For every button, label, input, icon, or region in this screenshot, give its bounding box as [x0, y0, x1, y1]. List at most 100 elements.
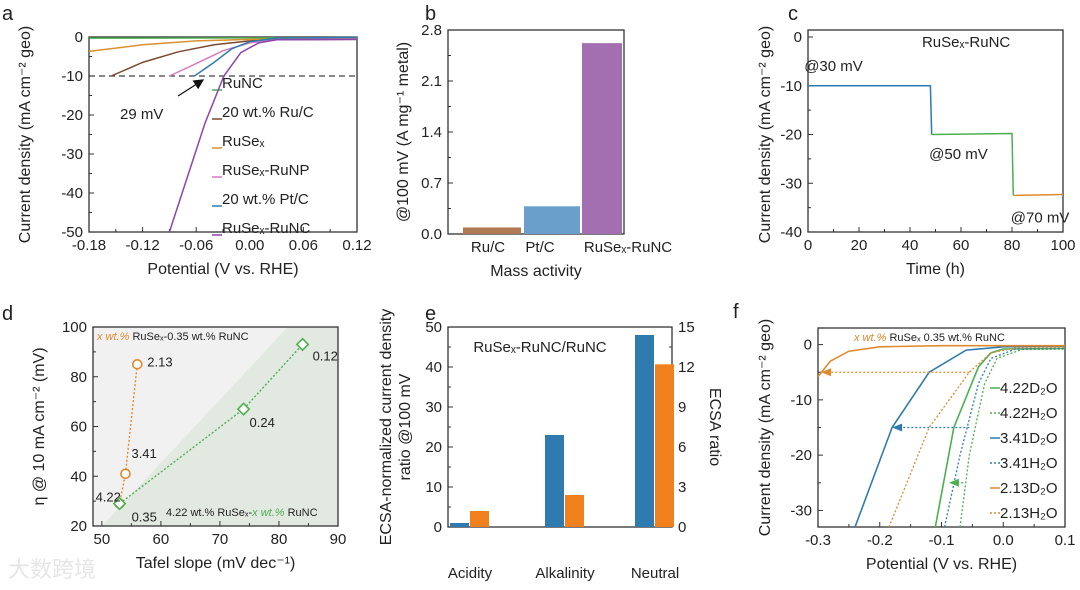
y-axis-label: Current density (mA cm⁻² geo)	[17, 26, 34, 243]
legend-label: 2.13D₂O	[1000, 480, 1058, 497]
y-tick-label: 0.0	[421, 226, 442, 243]
x-category-label: Neutral	[631, 565, 679, 582]
y-tick-label: -20	[790, 447, 812, 464]
y-tick-label: 0	[75, 29, 83, 46]
point-label: 0.35	[132, 510, 157, 525]
step-annotation: @70 mV	[1011, 209, 1070, 226]
legend-label: RuSeₓ-RuNP	[222, 162, 309, 179]
x-tick-label: 60	[153, 531, 170, 548]
legend-label: 3.41H₂O	[1000, 455, 1058, 472]
x-tick-label: 0.1	[1055, 532, 1076, 549]
y2-tick-label: 0	[678, 519, 686, 536]
x-tick-label: Ru/C	[471, 239, 505, 256]
y2-tick-label: 9	[678, 399, 686, 416]
chart-e	[448, 327, 674, 527]
annotation-29mv: 29 mV	[120, 106, 163, 123]
legend-bottom-b: x wt.%	[251, 507, 287, 519]
y2-axis-label: ECSA ratio	[706, 388, 723, 466]
x-axis-label: Mass activity	[490, 263, 582, 280]
y-tick-label: 2.1	[421, 73, 442, 90]
panel-label-d: d	[2, 303, 13, 325]
y-tick-label: -10	[780, 78, 802, 95]
chart-d	[93, 327, 338, 526]
x-axis-label: Tafel slope (mV dec⁻¹)	[136, 555, 296, 572]
x-tick-label: 60	[953, 237, 970, 254]
y-axis-label: Current density (mA cm⁻² geo)	[757, 26, 774, 243]
series-line	[1013, 194, 1063, 195]
x-tick-label: 0.00	[235, 237, 264, 254]
y-tick-label: 20	[425, 439, 442, 456]
x-tick-label: -0.2	[867, 532, 893, 549]
legend-label: RuSeₓ-RuNC	[222, 220, 310, 237]
x-tick-label: 20	[851, 237, 868, 254]
legend-bottom-c: RuNC	[288, 507, 318, 519]
y-tick-label: 0.7	[421, 175, 442, 192]
x-tick-label: 70	[212, 531, 229, 548]
bar	[463, 227, 521, 234]
legend-label: 3.41D₂O	[1000, 430, 1058, 447]
point-label: 2.13	[147, 354, 172, 369]
x-tick-label: Pt/C	[525, 239, 554, 256]
point-label: 4.22	[96, 490, 121, 505]
legend-top-rest: RuSeₓ-0.35 wt.% RuNC	[132, 331, 248, 343]
x-tick-label: 40	[902, 237, 919, 254]
y2-tick-label: 15	[678, 319, 695, 336]
y-tick-label: 2.8	[421, 22, 442, 39]
x-tick-label: -0.06	[179, 237, 213, 254]
legend-top: x wt.% RuSeₓ-0.35 wt.% RuNC	[96, 331, 249, 343]
arrow-annotation	[178, 80, 203, 96]
x-axis-label: Potential (V vs. RHE)	[147, 261, 298, 278]
y-tick-label: 30	[425, 399, 442, 416]
shift-arrow-head	[821, 368, 831, 376]
y2-tick-label: 3	[678, 479, 686, 496]
x-tick-label: 0.12	[342, 237, 371, 254]
y-tick-label: 0	[804, 337, 812, 354]
y-tick-label: -40	[61, 185, 83, 202]
x-tick-label: 0.0	[993, 532, 1014, 549]
y-label-line2: ratio @100 mV	[397, 373, 414, 480]
y-tick-label: -10	[790, 392, 812, 409]
legend-top-prefix: x wt.%	[853, 332, 889, 344]
y-tick-label: -40	[780, 224, 802, 241]
x-tick-label: 0.06	[289, 237, 318, 254]
bar	[582, 43, 622, 234]
step-annotation: @30 mV	[804, 58, 863, 75]
bar	[450, 523, 469, 527]
y-tick-label: 0	[434, 519, 442, 536]
y-tick-label: 20	[70, 518, 87, 535]
legend-bottom: 4.22 wt.% RuSeₓ-x wt.% RuNC	[166, 507, 318, 519]
y-label-line1: ECSA-normalized current density	[378, 309, 395, 546]
x-tick-label: 80	[271, 531, 288, 548]
x-category-label: Alkalinity	[535, 565, 595, 582]
legend-label: 20 wt.% Pt/C	[222, 191, 309, 208]
data-point-circle	[121, 469, 130, 478]
y-axis-label: η @ 10 mA cm⁻² (mV)	[31, 347, 48, 505]
x-category-label: Acidity	[448, 565, 493, 582]
y-tick-label: 0	[794, 29, 802, 46]
point-label: 3.41	[131, 446, 156, 461]
y-tick-label: -20	[780, 127, 802, 144]
legend-label: 4.22D₂O	[1000, 380, 1058, 397]
legend-top-prefix: x wt.%	[96, 331, 132, 343]
panel-label-a: a	[2, 3, 14, 25]
series-line	[194, 37, 357, 76]
chart-title: RuSeₓ-RuNC	[922, 34, 1010, 51]
y-tick-label: -30	[780, 175, 802, 192]
legend-top: x wt.% RuSeₓ 0.35 wt.% RuNC	[853, 332, 1005, 344]
series-line	[808, 86, 932, 135]
legend-label: 20 wt.% Ru/C	[222, 104, 314, 121]
y-tick-label: 40	[70, 468, 87, 485]
x-tick-label: 90	[330, 531, 347, 548]
y-tick-label: 60	[70, 419, 87, 436]
y-tick-label: 40	[425, 359, 442, 376]
x-tick-label: -0.12	[125, 237, 159, 254]
bar	[635, 335, 654, 527]
legend-top-rest: RuSeₓ 0.35 wt.% RuNC	[889, 332, 1005, 344]
y2-tick-label: 12	[678, 359, 695, 376]
y-tick-label: 1.4	[421, 124, 442, 141]
series-line	[932, 134, 1014, 196]
legend-bottom-a: 4.22 wt.% RuSeₓ-	[166, 507, 252, 519]
y-tick-label: 100	[62, 319, 87, 336]
